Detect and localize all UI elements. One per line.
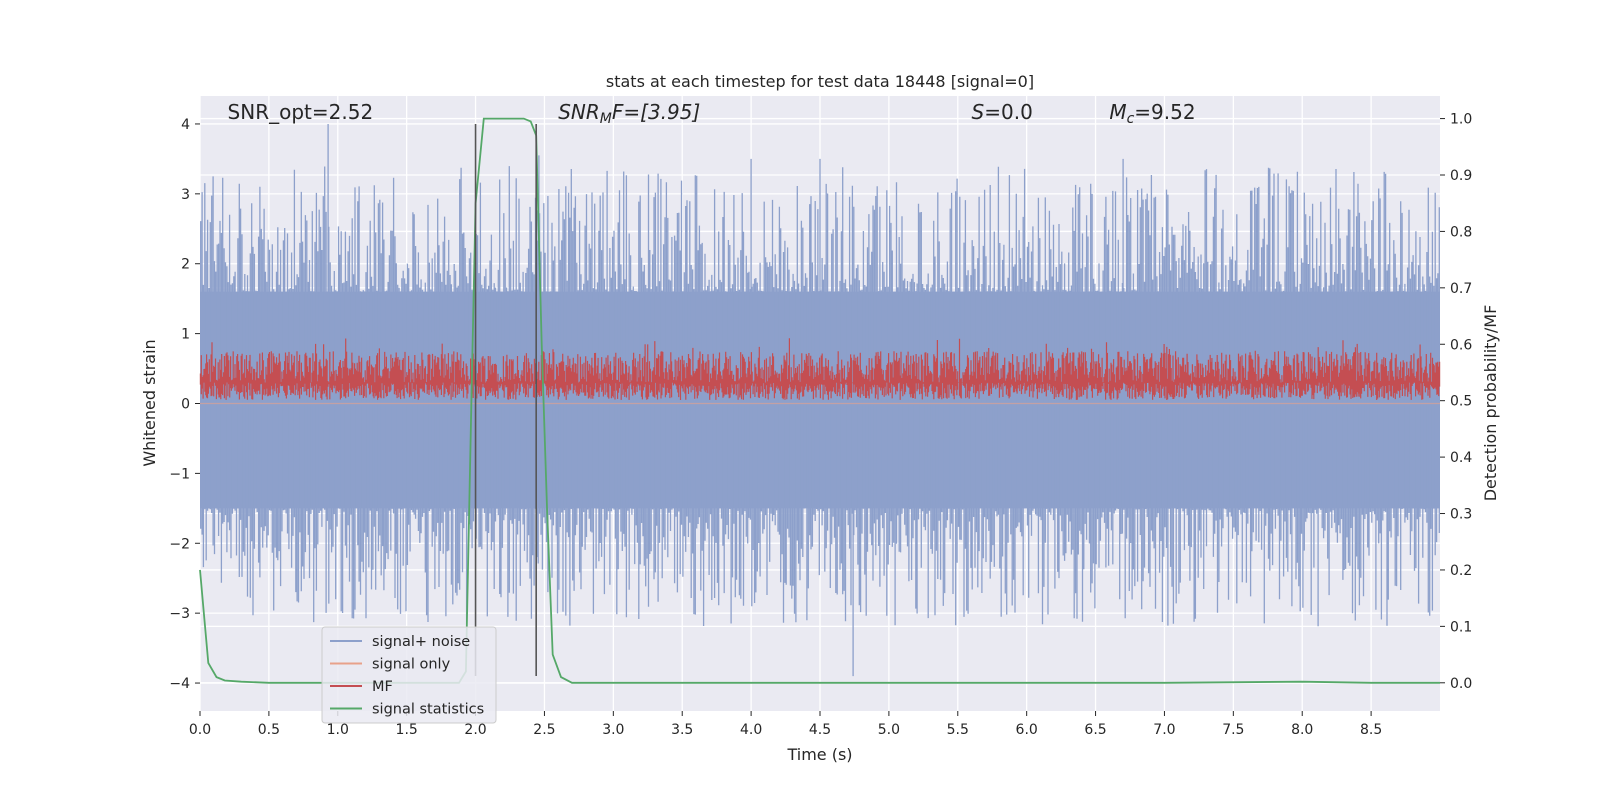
y-right-axis-ticks: 0.0 0.1 0.2 0.3 0.4 0.5 0.6 0.7 0.8 0.9 1.0 [1440,112,1472,692]
x-axis-ticks: 0.0 0.5 1.0 1.5 2.0 2.5 3.0 3.5 4.0 4.5 5.0 5.5 6.0 6… [189,711,1382,738]
x-tick-label: 2.5 [533,722,555,738]
x-tick-label: 4.0 [740,722,762,738]
y-right-axis-label: Detection probability/MF [1481,305,1500,502]
annotation-mc-value-main: M [1109,100,1126,124]
y-tick-label: 2 [181,257,190,273]
x-tick-label: 0.0 [189,722,211,738]
y-tick-label: −3 [169,606,190,622]
y-right-tick-label: 0.9 [1450,168,1472,184]
annotation-snr-mf-sub: M [600,111,612,127]
y-right-tick-label: 0.3 [1450,507,1472,523]
y-right-tick-label: 0.5 [1450,394,1472,410]
legend-label: signal statistics [372,702,484,718]
x-tick-label: 2.0 [464,722,486,738]
annotation-mc-value-tail: =9.52 [1134,100,1195,124]
y-tick-label: 3 [181,187,190,203]
annotation-snr-mf-tail: F=[3.95] [612,100,700,124]
y-axis-label: Whitened strain [140,339,159,466]
y-right-tick-label: 0.1 [1450,619,1472,635]
x-tick-label: 3.0 [602,722,624,738]
series-signal-statistics [199,117,1441,684]
y-axis-ticks: −4 −3 −2 −1 0 1 2 3 4 [169,117,200,692]
y-right-tick-label: 0.8 [1450,224,1472,240]
y-right-tick-label: 0.6 [1450,337,1472,353]
x-tick-label: 8.5 [1360,722,1382,738]
annotation-snr-mf-main: SNR [558,100,600,124]
annotation-s-value: S=0.0 [972,100,1033,124]
legend-label: signal only [372,657,451,673]
x-tick-label: 8.0 [1291,722,1313,738]
annotation-snr-opt: SNR_opt=2.52 [228,100,374,124]
y-right-tick-label: 0.7 [1450,281,1472,297]
y-tick-label: 4 [181,117,190,133]
annotation-s-value-main: S [972,100,985,124]
legend-label: signal+ noise [372,634,470,650]
annotation-mc-value-sub: c [1127,111,1135,127]
x-tick-label: 3.5 [671,722,693,738]
y-right-tick-label: 0.4 [1450,450,1472,466]
legend: signal+ noise signal only MF signal statist… [321,626,497,724]
x-tick-label: 6.5 [1084,722,1106,738]
x-axis-label: Time (s) [786,745,852,764]
x-tick-label: 1.0 [327,722,349,738]
x-tick-label: 7.0 [1153,722,1175,738]
y-right-tick-label: 1.0 [1450,112,1472,128]
x-tick-label: 4.5 [809,722,831,738]
series-layer [199,117,1441,684]
series-signal-statistics-trace [199,117,1440,684]
y-right-tick-label: 0.2 [1450,563,1472,579]
annotation-snr-opt-main: SNR_opt=2.52 [228,100,374,124]
x-tick-label: 5.0 [878,722,900,738]
annotation-snr-mf: SNRMF=[3.95] [558,100,700,127]
y-tick-label: −2 [169,536,190,552]
annotation-mc-value: Mc=9.52 [1109,100,1195,127]
x-tick-label: 6.0 [1016,722,1038,738]
x-tick-label: 5.5 [947,722,969,738]
annotations: SNR_opt=2.52 SNRMF=[3.95] S=0.0 Mc=9.52 [228,100,1196,127]
y-tick-label: 1 [181,327,190,343]
y-tick-label: −1 [169,466,190,482]
chart-title: stats at each timestep for test data 184… [606,72,1034,91]
legend-label: MF [372,679,393,695]
legend-box [321,626,497,724]
vertical-markers [474,123,537,677]
x-tick-label: 1.5 [396,722,418,738]
x-tick-label: 0.5 [258,722,280,738]
y-tick-label: −4 [169,676,190,692]
x-tick-label: 7.5 [1222,722,1244,738]
series-signal-noise-band [200,291,1440,509]
y-right-tick-label: 0.0 [1450,676,1472,692]
annotation-s-value-tail: =0.0 [984,100,1033,124]
y-tick-label: 0 [181,397,190,413]
